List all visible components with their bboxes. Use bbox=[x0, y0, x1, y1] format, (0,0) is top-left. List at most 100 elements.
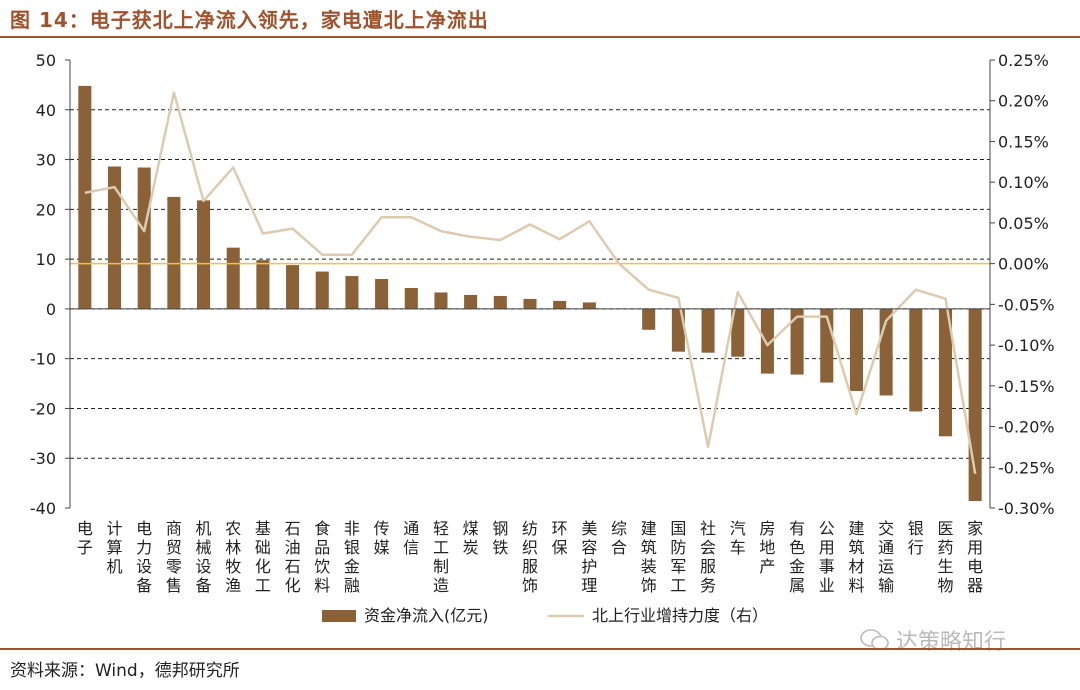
category-label-char: 纺 bbox=[522, 519, 538, 538]
bar-纺织服饰 bbox=[523, 298, 537, 309]
category-label: 电力设备 bbox=[136, 519, 152, 595]
category-label: 食品饮料 bbox=[314, 519, 330, 595]
left-tick-label: 20 bbox=[36, 200, 56, 219]
category-label-char: 品 bbox=[314, 538, 330, 557]
line-layer bbox=[70, 91, 990, 475]
category-label-char: 医 bbox=[937, 519, 953, 538]
left-tick-label: 0 bbox=[46, 300, 56, 319]
category-label-char: 汽 bbox=[730, 519, 746, 538]
category-label-char: 电 bbox=[77, 519, 93, 538]
category-label-char: 用 bbox=[967, 538, 983, 557]
category-label-char: 银 bbox=[344, 538, 360, 557]
source-note: 资料来源：Wind，德邦研究所 bbox=[10, 661, 240, 681]
category-label-char: 金 bbox=[789, 557, 805, 576]
category-label-char: 电 bbox=[967, 557, 983, 576]
category-label: 通信 bbox=[403, 519, 419, 557]
right-tick-label: 0.00% bbox=[998, 255, 1049, 274]
category-label: 电子 bbox=[77, 519, 93, 557]
category-label-char: 理 bbox=[581, 576, 597, 595]
category-label-char: 牧 bbox=[225, 557, 241, 576]
category-label: 综合 bbox=[611, 519, 627, 557]
category-label-char: 通 bbox=[878, 538, 894, 557]
category-label: 交通运输 bbox=[878, 519, 894, 595]
category-label: 石油石化 bbox=[285, 519, 301, 595]
bar-钢铁 bbox=[493, 295, 507, 309]
category-label-char: 煤 bbox=[463, 519, 479, 538]
left-tick-label: 40 bbox=[36, 101, 56, 120]
category-label-char: 工 bbox=[255, 576, 271, 595]
category-label-char: 业 bbox=[819, 576, 835, 595]
line-series-北上行业增持力度 bbox=[84, 91, 977, 475]
figure-title: 图 14：电子获北上净流入领先，家电遭北上净流出 bbox=[10, 8, 489, 32]
category-label-char: 有 bbox=[789, 519, 805, 538]
category-label-char: 筑 bbox=[848, 538, 864, 557]
right-tick-label: 0.25% bbox=[998, 51, 1049, 70]
bar-农林牧渔 bbox=[226, 247, 240, 309]
category-label-char: 务 bbox=[700, 576, 716, 595]
category-label: 机械设备 bbox=[196, 519, 212, 595]
left-tick-label: 30 bbox=[36, 151, 56, 170]
category-label-char: 传 bbox=[374, 519, 390, 538]
category-label-char: 电 bbox=[136, 519, 152, 538]
category-label-char: 服 bbox=[700, 557, 716, 576]
category-label-char: 公 bbox=[819, 519, 835, 538]
category-label-char: 产 bbox=[759, 557, 775, 576]
category-label: 建筑材料 bbox=[848, 519, 864, 595]
category-label-char: 车 bbox=[730, 538, 746, 557]
category-label-char: 织 bbox=[522, 538, 538, 557]
bar-电子 bbox=[78, 85, 92, 309]
category-label-char: 渔 bbox=[225, 576, 241, 595]
category-label-char: 备 bbox=[136, 576, 152, 595]
bar-社会服务 bbox=[701, 308, 715, 353]
category-label: 非银金融 bbox=[344, 519, 360, 595]
right-tick-label: -0.25% bbox=[998, 458, 1055, 477]
category-label: 有色金属 bbox=[789, 519, 805, 595]
category-label-char: 商 bbox=[166, 519, 182, 538]
category-label-char: 通 bbox=[403, 519, 419, 538]
category-label-char: 药 bbox=[937, 538, 953, 557]
category-label-char: 设 bbox=[136, 557, 152, 576]
category-label: 社会服务 bbox=[700, 519, 716, 595]
category-label-char: 工 bbox=[670, 576, 686, 595]
category-label-char: 社 bbox=[700, 519, 716, 538]
right-tick-label: 0.15% bbox=[998, 132, 1049, 151]
category-label-char: 筑 bbox=[641, 538, 657, 557]
category-label-char: 子 bbox=[77, 538, 93, 557]
category-label-char: 料 bbox=[314, 576, 330, 595]
category-label-char: 行 bbox=[908, 538, 924, 557]
right-tick-label: -0.05% bbox=[998, 295, 1055, 314]
category-label: 传媒 bbox=[374, 519, 390, 557]
category-label: 农林牧渔 bbox=[225, 519, 241, 595]
category-label-char: 房 bbox=[759, 519, 775, 538]
category-label-char: 环 bbox=[552, 519, 568, 538]
category-label-char: 非 bbox=[344, 519, 360, 538]
bar-轻工制造 bbox=[434, 292, 448, 309]
left-tick-label: -10 bbox=[30, 350, 56, 369]
right-tick-label: -0.30% bbox=[998, 499, 1055, 518]
category-label-char: 合 bbox=[611, 538, 627, 557]
category-label-char: 售 bbox=[166, 576, 182, 595]
category-label-char: 装 bbox=[641, 557, 657, 576]
axes-layer: 50 40 30 20 10 0 -10 -20 -30 -40 0.25% 0.20% 0.15% 0.… bbox=[30, 51, 1055, 518]
bar-通信 bbox=[404, 287, 418, 309]
left-tick-label: 10 bbox=[36, 250, 56, 269]
category-label-char: 贸 bbox=[166, 538, 182, 557]
category-label: 计算机 bbox=[107, 519, 123, 576]
category-label: 环保 bbox=[552, 519, 568, 557]
watermark: 达策略知行 bbox=[860, 624, 1006, 656]
legend-swatch-bar bbox=[322, 610, 356, 622]
category-label-char: 饰 bbox=[522, 576, 538, 595]
bar-石油石化 bbox=[286, 265, 300, 309]
category-label: 国防军工 bbox=[670, 519, 686, 595]
category-label-char: 轻 bbox=[433, 519, 449, 538]
category-label-char: 材 bbox=[848, 557, 864, 576]
category-label-char: 护 bbox=[581, 557, 597, 576]
category-label-char: 基 bbox=[255, 519, 271, 538]
category-label-char: 美 bbox=[581, 519, 597, 538]
category-label: 基础化工 bbox=[255, 519, 271, 595]
category-label-char: 服 bbox=[522, 557, 538, 576]
bar-食品饮料 bbox=[315, 271, 329, 309]
bar-电力设备 bbox=[137, 167, 151, 309]
bar-房地产 bbox=[760, 308, 774, 374]
category-label-char: 农 bbox=[225, 519, 241, 538]
